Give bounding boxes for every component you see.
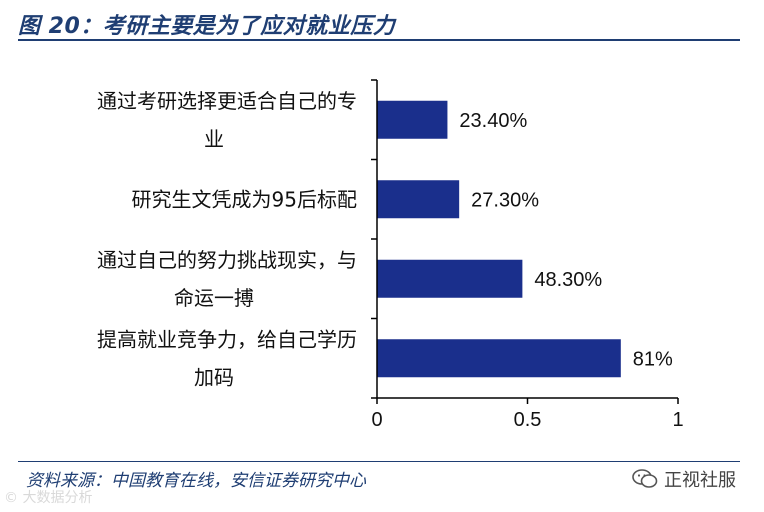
category-label: 加码 [194, 365, 234, 389]
bar [377, 180, 460, 219]
category-label: 通过自己的努力挑战现实，与 [97, 248, 357, 272]
category-label: 提高就业竞争力，给自己学历 [97, 327, 357, 351]
watermark-right: 正视社服 [632, 466, 736, 492]
data-label: 81% [633, 348, 673, 370]
data-label: 27.30% [471, 189, 539, 211]
x-tick-label: 0.5 [514, 409, 542, 431]
x-tick-label: 1 [672, 409, 683, 431]
bar [377, 259, 523, 298]
data-label: 23.40% [459, 110, 527, 132]
wechat-icon [632, 469, 658, 488]
category-label: 命运一搏 [174, 286, 254, 310]
copyright-icon: © [4, 490, 18, 506]
watermark-right-text: 正视社服 [664, 470, 736, 491]
source-note: 资料来源：中国教育在线，安信证券研究中心 [26, 471, 366, 491]
data-label: 48.30% [534, 269, 602, 291]
category-label: 研究生文凭成为95后标配 [132, 187, 357, 211]
watermark-left: © 大数据分析 [4, 487, 92, 507]
watermark-left-text: 大数据分析 [22, 490, 93, 506]
bar [377, 339, 621, 378]
x-tick-label: 0 [371, 409, 382, 431]
bar [377, 100, 448, 139]
category-label: 通过考研选择更适合自己的专 [97, 89, 357, 113]
source-divider [18, 461, 740, 462]
title-divider [18, 39, 740, 41]
figure-title: 图 20：考研主要是为了应对就业压力 [18, 14, 396, 39]
category-label: 业 [204, 127, 224, 151]
